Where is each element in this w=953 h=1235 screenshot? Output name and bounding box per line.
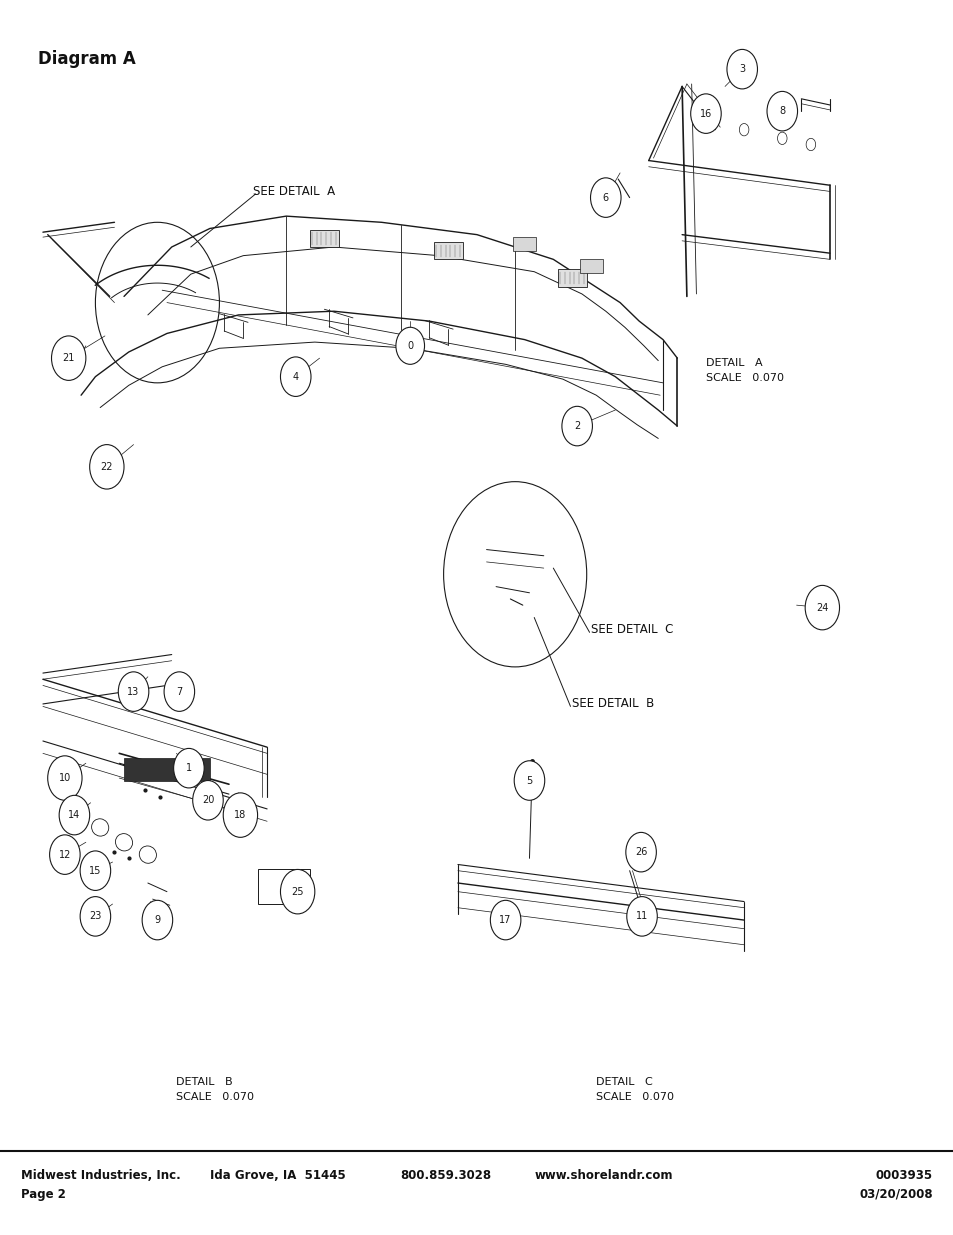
Text: 26: 26 (635, 847, 646, 857)
Text: 9: 9 (154, 915, 160, 925)
FancyBboxPatch shape (579, 259, 602, 273)
Text: 11: 11 (636, 911, 647, 921)
Circle shape (118, 672, 149, 711)
Text: 16: 16 (700, 109, 711, 119)
Circle shape (625, 832, 656, 872)
Circle shape (223, 793, 257, 837)
Text: DETAIL   C
SCALE   0.070: DETAIL C SCALE 0.070 (596, 1077, 674, 1102)
Text: Page 2: Page 2 (21, 1188, 66, 1200)
Text: Ida Grove, IA  51445: Ida Grove, IA 51445 (210, 1170, 345, 1182)
Circle shape (690, 94, 720, 133)
FancyBboxPatch shape (558, 269, 586, 287)
Text: 800.859.3028: 800.859.3028 (400, 1170, 492, 1182)
Text: 4: 4 (293, 372, 298, 382)
FancyBboxPatch shape (513, 237, 536, 251)
Text: 0003935: 0003935 (875, 1170, 932, 1182)
Text: 7: 7 (176, 687, 182, 697)
Text: 21: 21 (63, 353, 74, 363)
Text: 6: 6 (602, 193, 608, 203)
FancyBboxPatch shape (434, 242, 462, 259)
Text: Midwest Industries, Inc.: Midwest Industries, Inc. (21, 1170, 180, 1182)
Circle shape (142, 900, 172, 940)
Text: 24: 24 (816, 603, 827, 613)
FancyBboxPatch shape (310, 230, 338, 247)
Text: 3: 3 (739, 64, 744, 74)
Circle shape (48, 756, 82, 800)
Circle shape (193, 781, 223, 820)
Text: DETAIL   A
SCALE   0.070: DETAIL A SCALE 0.070 (705, 358, 783, 383)
Text: 18: 18 (234, 810, 246, 820)
Text: DETAIL   B
SCALE   0.070: DETAIL B SCALE 0.070 (176, 1077, 254, 1102)
Circle shape (280, 357, 311, 396)
Circle shape (490, 900, 520, 940)
Circle shape (173, 748, 204, 788)
FancyBboxPatch shape (257, 869, 310, 904)
Text: 17: 17 (499, 915, 511, 925)
FancyBboxPatch shape (124, 758, 210, 781)
Text: 0: 0 (407, 341, 413, 351)
Circle shape (80, 851, 111, 890)
Text: 14: 14 (69, 810, 80, 820)
Circle shape (804, 585, 839, 630)
Text: 03/20/2008: 03/20/2008 (859, 1188, 932, 1200)
Text: 10: 10 (59, 773, 71, 783)
Circle shape (590, 178, 620, 217)
Text: Diagram A: Diagram A (38, 51, 135, 68)
Circle shape (395, 327, 424, 364)
Circle shape (280, 869, 314, 914)
Text: 25: 25 (291, 887, 304, 897)
Text: 5: 5 (526, 776, 532, 785)
Text: 2: 2 (574, 421, 579, 431)
Circle shape (626, 897, 657, 936)
Text: SEE DETAIL  B: SEE DETAIL B (572, 698, 654, 710)
Circle shape (50, 835, 80, 874)
Circle shape (766, 91, 797, 131)
Text: 12: 12 (59, 850, 71, 860)
Text: 22: 22 (100, 462, 113, 472)
Circle shape (51, 336, 86, 380)
Circle shape (90, 445, 124, 489)
Text: 15: 15 (90, 866, 101, 876)
Circle shape (726, 49, 757, 89)
Text: SEE DETAIL  A: SEE DETAIL A (253, 185, 335, 198)
Circle shape (80, 897, 111, 936)
Circle shape (561, 406, 592, 446)
Circle shape (59, 795, 90, 835)
Text: 1: 1 (186, 763, 192, 773)
Text: 23: 23 (90, 911, 101, 921)
Circle shape (514, 761, 544, 800)
Text: 20: 20 (202, 795, 213, 805)
Text: 13: 13 (128, 687, 139, 697)
Circle shape (164, 672, 194, 711)
Text: 8: 8 (779, 106, 784, 116)
Text: SEE DETAIL  C: SEE DETAIL C (591, 624, 673, 636)
Text: www.shorelandr.com: www.shorelandr.com (534, 1170, 672, 1182)
